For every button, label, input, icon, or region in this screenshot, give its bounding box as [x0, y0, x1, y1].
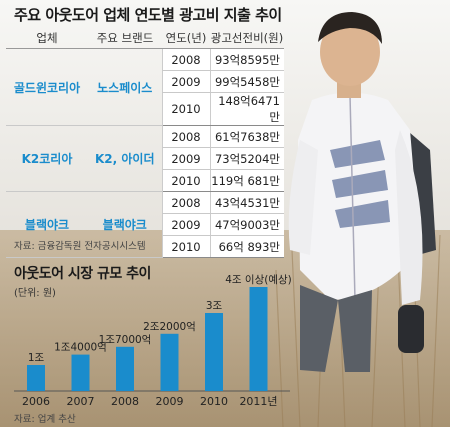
- data-label: 1조7000억: [99, 334, 152, 346]
- x-tick-label: 2011년: [239, 395, 277, 408]
- data-label: 4조 이상(예상): [225, 273, 292, 286]
- year-cell: 2008: [161, 48, 210, 71]
- table-row: 2010 119억 681만: [6, 169, 284, 192]
- ad-cost-cell: 148억6471만: [209, 92, 284, 126]
- data-label: 3조: [206, 300, 223, 312]
- ad-cost-cell: 61억7638만: [209, 125, 284, 148]
- header-company: 업체: [6, 28, 88, 49]
- table-row: 2009 73억5204만: [6, 147, 284, 170]
- header-year: 연도(년): [162, 28, 210, 49]
- year-cell: 2010: [161, 235, 210, 258]
- table-row: 2009 99억5458만: [6, 70, 284, 93]
- ad-cost-cell: 119억 681만: [209, 169, 284, 192]
- bar-2008: [116, 346, 134, 391]
- x-tick-label: 2009: [156, 395, 184, 408]
- company-cell: 골드윈코리아: [6, 48, 88, 126]
- year-cell: 2008: [161, 125, 210, 148]
- table-title: 주요 아웃도어 업체 연도별 광고비 지출 추이: [14, 6, 282, 24]
- header-ad-cost: 광고선전비(원): [210, 28, 284, 49]
- brand-cell: 블랙야크: [88, 191, 162, 258]
- data-label: 2조2000억: [143, 321, 196, 333]
- x-tick-label: 2007: [67, 395, 95, 408]
- ad-cost-cell: 47억9003만: [209, 213, 284, 236]
- table-row: 2009 47억9003만: [6, 213, 284, 236]
- bar-2011년: [249, 287, 268, 391]
- year-cell: 2009: [161, 70, 210, 93]
- year-cell: 2008: [161, 191, 210, 214]
- ad-spending-table: 업체 주요 브랜드 연도(년) 광고선전비(원) 골드윈코리아 노스페이스 20…: [6, 28, 284, 258]
- header-brand: 주요 브랜드: [88, 28, 162, 49]
- data-label: 1조: [28, 352, 45, 364]
- company-cell: 블랙야크: [6, 191, 88, 258]
- market-chart-unit: (단위: 원): [14, 288, 56, 299]
- x-tick-label: 2010: [200, 395, 228, 408]
- data-label: 1조4000억: [54, 342, 107, 354]
- ad-cost-cell: 93억8595만: [209, 48, 284, 71]
- table-row: K2코리아 K2, 아이더 2008 61억7638만: [6, 125, 284, 192]
- ad-cost-cell: 43억4531만: [209, 191, 284, 214]
- year-cell: 2009: [161, 147, 210, 170]
- bar-2010: [205, 313, 223, 391]
- brand-cell: K2, 아이더: [88, 125, 162, 192]
- market-chart-title: 아웃도어 시장 규모 추이: [14, 266, 151, 282]
- ad-cost-cell: 99억5458만: [209, 70, 284, 93]
- x-tick-label: 2006: [22, 395, 50, 408]
- table-row: 골드윈코리아 노스페이스 2008 93억8595만: [6, 48, 284, 126]
- market-chart-source: 자료: 업계 추산: [14, 414, 76, 425]
- x-tick-label: 2008: [111, 395, 139, 408]
- year-cell: 2009: [161, 213, 210, 236]
- bar-2009: [160, 333, 179, 391]
- ad-cost-cell: 66억 893만: [209, 235, 284, 258]
- bar-2007: [71, 354, 90, 391]
- table-header-row: 업체 주요 브랜드 연도(년) 광고선전비(원): [6, 28, 284, 49]
- year-cell: 2010: [161, 92, 210, 126]
- table-row: 블랙야크 블랙야크 2008 43억4531만: [6, 191, 284, 258]
- table-source: 자료: 금융감독원 전자공시시스템: [14, 241, 146, 252]
- table-row: 2010 66억 893만: [6, 235, 284, 258]
- company-cell: K2코리아: [6, 125, 88, 192]
- table-row: 2010 148억6471만: [6, 92, 284, 126]
- bar-2006: [27, 365, 45, 391]
- ad-cost-cell: 73억5204만: [209, 147, 284, 170]
- brand-cell: 노스페이스: [88, 48, 162, 126]
- year-cell: 2010: [161, 169, 210, 192]
